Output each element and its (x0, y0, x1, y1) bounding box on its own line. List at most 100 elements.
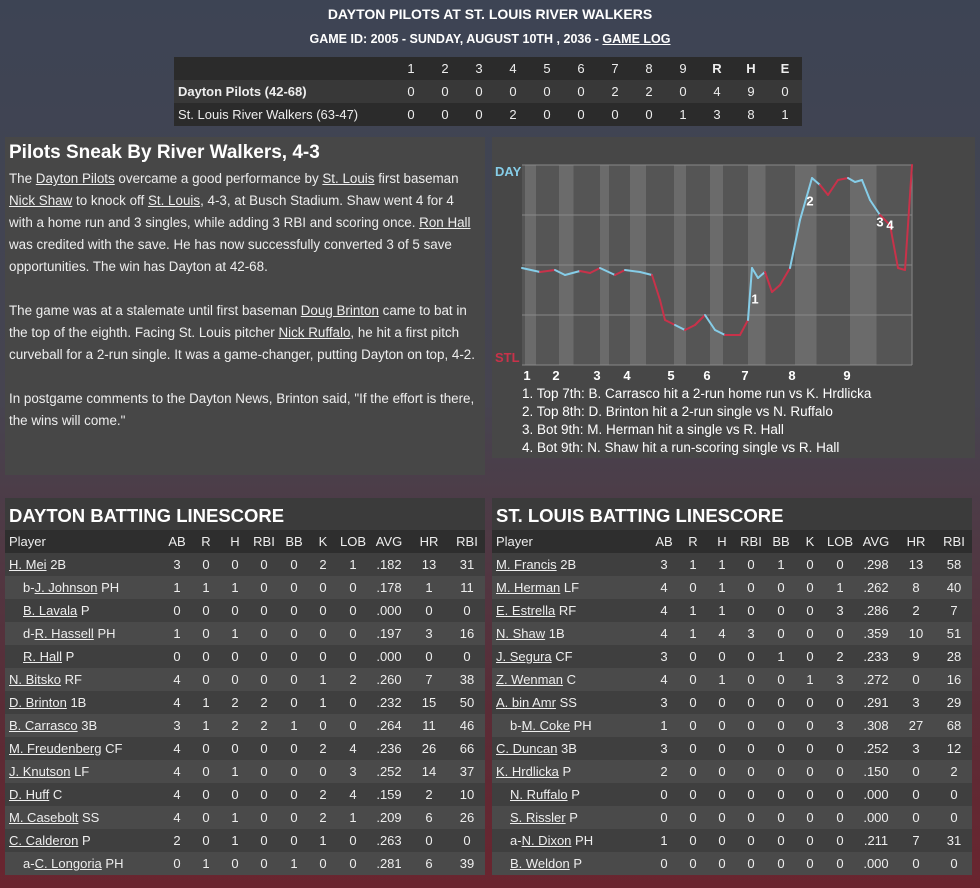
player-link[interactable]: M. Herman (496, 580, 561, 595)
player-link[interactable]: N. Ruffalo (510, 787, 568, 802)
stat-cell: 0 (777, 810, 785, 825)
player-link[interactable]: S. Rissler (510, 810, 566, 825)
stat-cell: 0 (290, 649, 298, 664)
stat-cell: 0 (777, 787, 785, 802)
stat-cell: 26 (421, 741, 437, 756)
player-link[interactable]: M. Francis (496, 557, 557, 572)
stat-cell: 0 (349, 718, 357, 733)
player-link[interactable]: N. Dixon (521, 833, 572, 848)
stat-cell: 3 (349, 764, 357, 779)
player-cell: J. Segura CF (492, 645, 650, 668)
win-line-segment (869, 199, 881, 216)
stat-cell: 0 (290, 741, 298, 756)
stat-cell: 0 (290, 695, 298, 710)
win-line-segment (639, 271, 653, 276)
stat-cell: 0 (463, 833, 471, 848)
table-body: Player AB R H RBI BB K LOB AVG HR RBI M. Francis 2B… (492, 530, 972, 875)
player-link[interactable]: M. Casebolt (9, 810, 79, 825)
link[interactable]: Nick Ruffalo (278, 325, 351, 340)
player-link[interactable]: C. Calderon (9, 833, 79, 848)
stat-cell: 3 (660, 557, 668, 572)
player-link[interactable]: M. Coke (521, 718, 570, 733)
stat-cell: 14 (421, 764, 437, 779)
x-tick-label: 6 (703, 368, 710, 383)
linescore-row: St. Louis River Walkers (63-47) 0 0 0 2 0 0 0 0 1… (174, 103, 802, 126)
stat-cell: 1 (777, 649, 785, 664)
score-cell: 8 (747, 107, 755, 122)
player-link[interactable]: A. bin Amr (496, 695, 556, 710)
link[interactable]: St. Louis (322, 171, 375, 186)
player-link[interactable]: C. Duncan (496, 741, 558, 756)
player-link[interactable]: B. Carrasco (9, 718, 78, 733)
stat-cell: 15 (421, 695, 437, 710)
link[interactable]: Ron Hall (419, 215, 471, 230)
stat-cell: 0 (260, 856, 268, 871)
player-link[interactable]: R. Hall (23, 649, 63, 664)
stat-cell: 27 (908, 718, 924, 733)
link[interactable]: Nick Shaw (9, 193, 73, 208)
player-link[interactable]: J. Segura (496, 649, 552, 664)
player-link[interactable]: M. Freudenberg (9, 741, 102, 756)
win-line-segment (599, 267, 616, 276)
column-header: K (805, 534, 815, 549)
link[interactable]: St. Louis (147, 193, 201, 208)
link[interactable]: Dayton Pilots (35, 171, 115, 186)
stat-cell: 3 (660, 695, 668, 710)
position: PH (573, 718, 592, 733)
event-marker: 4 (886, 217, 894, 232)
stat-cell: 1 (777, 557, 785, 572)
stat-cell: 1 (231, 764, 239, 779)
stat-cell: 11 (460, 580, 474, 595)
stat-cell: 0 (718, 810, 726, 825)
stat-cell: 0 (425, 649, 433, 664)
player-cell: C. Calderon P (5, 829, 163, 852)
stat-cell: 1 (689, 626, 697, 641)
stat-cell: 0 (290, 787, 298, 802)
event-marker: 2 (806, 193, 813, 208)
player-link[interactable]: D. Brinton (9, 695, 67, 710)
player-link[interactable]: B. Lavala (23, 603, 78, 618)
player-link[interactable]: Z. Wenman (496, 672, 563, 687)
player-link[interactable]: H. Mei (9, 557, 47, 572)
player-cell: A. bin Amr SS (492, 691, 650, 714)
win-line-segment (847, 177, 856, 183)
player-link[interactable]: B. Weldon (510, 856, 570, 871)
win-line-segment (771, 284, 781, 293)
column-header: 2 (441, 61, 449, 76)
stat-cell: 0 (747, 695, 755, 710)
stat-cell: 1 (689, 557, 697, 572)
player-link[interactable]: R. Hassell (34, 626, 94, 641)
stat-cell: .308 (863, 718, 889, 733)
player-link[interactable]: N. Bitsko (9, 672, 62, 687)
sub-prefix: a- (23, 856, 35, 871)
player-link[interactable]: C. Longoria (34, 856, 102, 871)
score-cell: 0 (407, 84, 415, 99)
position: 3B (81, 718, 98, 733)
stat-cell: 29 (946, 695, 962, 710)
win-line-segment (837, 177, 849, 181)
stat-cell: 0 (718, 856, 726, 871)
player-row: J. Knutson LF 4 0 1 0 0 0 3 .252 14 37 (5, 760, 485, 783)
text: came to bat in the top of the eighth. Fa… (9, 303, 467, 340)
player-link[interactable]: N. Shaw (496, 626, 546, 641)
stat-cell: 4 (349, 787, 357, 802)
stat-cell: 13 (908, 557, 924, 572)
game-log-link[interactable]: GAME LOG (602, 32, 671, 46)
player-link[interactable]: E. Estrella (496, 603, 556, 618)
position: PH (575, 833, 594, 848)
stat-cell: 4 (660, 603, 668, 618)
win-line-segment (764, 271, 773, 293)
column-header: 5 (543, 61, 551, 76)
stat-cell: 0 (718, 833, 726, 848)
link[interactable]: Doug Brinton (300, 303, 379, 318)
player-row: a-C. Longoria PH 0 1 0 0 1 0 0 .281 6 39 (5, 852, 485, 875)
player-link[interactable]: D. Huff (9, 787, 50, 802)
player-link[interactable]: K. Hrdlicka (496, 764, 559, 779)
win-line-segment (889, 224, 899, 269)
player-row: D. Huff C 4 0 0 0 0 2 4 .159 2 10 (5, 783, 485, 806)
player-link[interactable]: J. Johnson (34, 580, 98, 595)
win-line-segment (684, 324, 696, 331)
player-link[interactable]: J. Knutson (9, 764, 71, 779)
score-cell: 1 (679, 107, 687, 122)
stat-cell: .000 (863, 810, 889, 825)
